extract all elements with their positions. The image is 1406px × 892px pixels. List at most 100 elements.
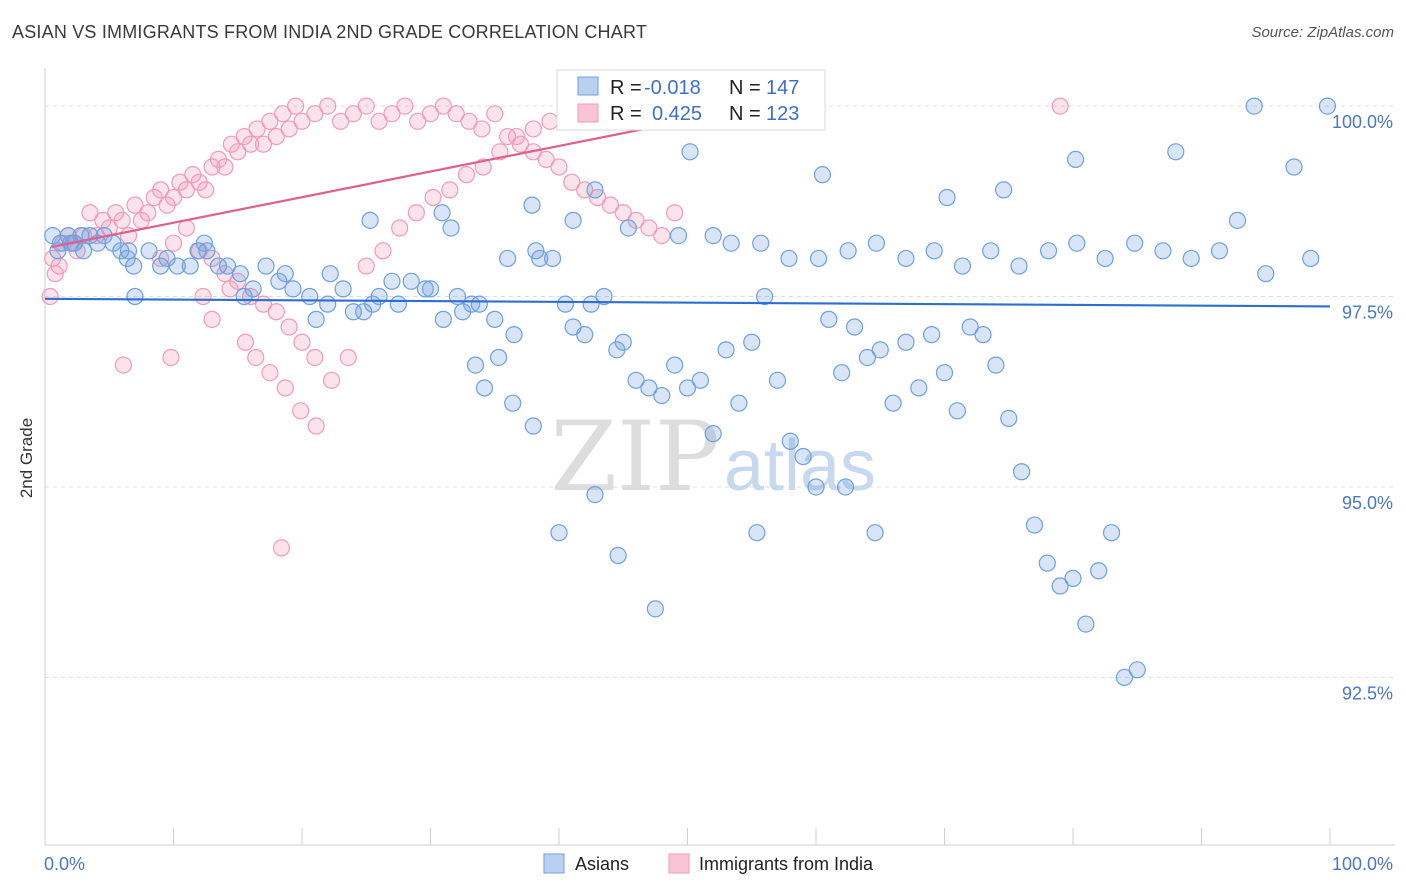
asians-point: [276, 265, 294, 283]
india-point: [374, 242, 392, 260]
watermark-atlas: atlas: [724, 426, 876, 506]
asians-point: [897, 249, 915, 268]
india-point: [41, 287, 59, 306]
asians-point: [1126, 234, 1144, 252]
asians-point: [586, 181, 604, 199]
india-point: [113, 211, 131, 229]
india-point: [152, 181, 170, 199]
asians-point: [125, 257, 143, 275]
asians-point: [301, 287, 319, 306]
asians-point: [319, 295, 337, 313]
asians-point: [653, 386, 671, 405]
asians-point: [257, 257, 275, 275]
asians-point: [858, 348, 877, 367]
india-point: [447, 105, 465, 123]
legend-swatch-asians: [577, 76, 599, 96]
asians-point: [486, 310, 504, 328]
asians-point: [1128, 661, 1146, 679]
india-point: [434, 97, 452, 115]
asians-point: [1257, 265, 1275, 283]
india-point: [280, 318, 298, 336]
asians-point: [867, 234, 885, 252]
asians-point: [1064, 569, 1082, 587]
asians-point: [556, 295, 575, 313]
india-point: [267, 303, 285, 321]
legend-r-label-asians: R =: [610, 77, 642, 99]
asians-point: [910, 379, 928, 397]
india-point: [248, 120, 266, 138]
india-point: [441, 181, 459, 199]
asians-point: [1096, 249, 1114, 268]
asians-point: [987, 356, 1005, 374]
legend-swatch-india: [577, 103, 599, 123]
asians-point: [666, 356, 684, 374]
asians-point: [576, 326, 594, 344]
india-point: [274, 105, 292, 123]
bottom-legend-swatch-india: [668, 853, 690, 874]
india-point: [473, 120, 491, 138]
bottom-legend-india: Immigrants from India: [699, 854, 874, 874]
asians-point: [923, 326, 941, 344]
india-point: [424, 188, 442, 207]
india-point: [139, 204, 157, 222]
asians-point: [640, 379, 658, 397]
asians-point: [119, 242, 138, 260]
asians-point: [897, 333, 915, 351]
asians-point: [743, 333, 761, 351]
asians-point: [434, 310, 452, 328]
asians-point: [833, 364, 851, 382]
legend-n-label-india: N =: [729, 103, 761, 125]
asians-point: [794, 447, 812, 466]
asians-point: [389, 295, 407, 313]
asians-point: [755, 287, 774, 306]
india-point: [261, 364, 279, 382]
asians-point: [1167, 143, 1185, 161]
asians-point: [523, 196, 541, 214]
india-point: [344, 105, 362, 123]
stats-legend: R = -0.018 N = 147 R = 0.425 N = 123: [556, 69, 826, 131]
asians-point: [704, 226, 722, 245]
india-point: [339, 348, 357, 367]
grid-lines: [45, 105, 1395, 678]
asians-point: [866, 524, 884, 542]
asians-point: [586, 485, 604, 504]
asians-point: [781, 432, 799, 450]
asians-point: [722, 234, 740, 252]
asians-point: [421, 280, 440, 298]
asians-point: [524, 417, 542, 435]
india-point: [261, 112, 279, 130]
india-point: [114, 356, 132, 374]
asians-point: [982, 242, 1000, 260]
india-point: [601, 196, 620, 214]
india-point: [640, 219, 658, 237]
trend-line-asians: [44, 297, 1331, 308]
india-point: [396, 97, 414, 115]
asians-point: [1115, 668, 1134, 687]
asians-point: [181, 257, 199, 275]
trend-line-india: [51, 106, 752, 249]
asians-point: [442, 219, 460, 237]
india-point: [486, 105, 504, 123]
india-point: [280, 120, 298, 138]
x-tick-label-min: 0.0%: [44, 854, 85, 874]
india-point: [216, 158, 234, 176]
india-point: [293, 112, 311, 130]
asians-point: [884, 394, 902, 412]
asians-point: [361, 211, 379, 229]
india-point: [474, 158, 492, 176]
india-point: [357, 257, 375, 275]
asians-point: [1000, 409, 1018, 428]
chart-title: ASIAN VS IMMIGRANTS FROM INDIA 2ND GRADE…: [12, 22, 648, 42]
india-point: [407, 204, 425, 222]
india-point: [457, 166, 476, 184]
india-point: [276, 379, 294, 397]
asians-point: [504, 394, 522, 412]
bottom-legend-asians: Asians: [575, 854, 629, 874]
asians-point: [646, 600, 664, 618]
india-point: [203, 310, 221, 328]
india-point: [177, 181, 195, 199]
asians-point: [1025, 516, 1044, 534]
asians-point: [938, 188, 956, 207]
asians-point: [1102, 524, 1121, 542]
